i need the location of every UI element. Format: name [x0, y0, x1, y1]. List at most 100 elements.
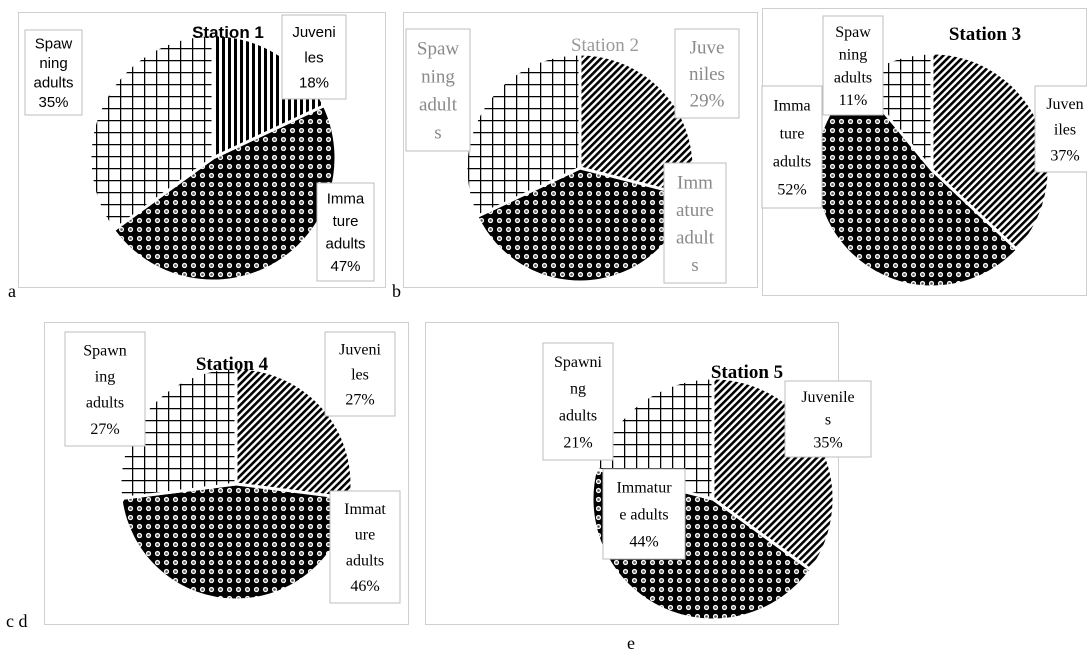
data-label-text: Immat: [344, 501, 386, 518]
data-label-immature-adults: Imma ture adults 47%: [316, 182, 375, 282]
data-label-text: Imm: [677, 172, 713, 193]
pie-chart-station-5: Station 5 Juvenile s 35% Immatur e adults 44% S…: [542, 342, 872, 622]
data-label-text: Juve: [690, 38, 725, 59]
data-label-text: 29%: [690, 91, 725, 112]
data-label-text: adults: [834, 69, 872, 86]
data-label-text: adult: [419, 95, 458, 116]
data-label-text: s: [825, 412, 831, 429]
data-label-box: [674, 28, 740, 119]
data-label-text: Spaw: [35, 35, 73, 52]
data-label-text: Juvenile: [801, 389, 854, 406]
data-label-box: [24, 29, 83, 116]
data-label-box: [316, 182, 375, 282]
data-label-text: Imma: [773, 98, 810, 115]
data-label-text: Juveni: [339, 342, 381, 359]
data-label-spawning-adults: Spaw ning adults 11%: [822, 15, 884, 116]
data-label-text: Juveni: [292, 24, 335, 41]
data-label-text: s: [434, 123, 441, 144]
data-label-text: adult: [676, 227, 715, 248]
data-label-immature-adults: Immatur e adults 44%: [602, 468, 686, 560]
panel-letter-b: b: [392, 281, 401, 301]
data-label-text: les: [304, 49, 323, 66]
data-label-immature-adults: Imm ature adult s: [663, 162, 727, 284]
data-label-text: 27%: [345, 392, 374, 409]
data-label-text: ture: [780, 126, 805, 143]
data-label-text: ng: [570, 381, 586, 398]
panel-letter-a: a: [8, 281, 16, 301]
data-label-text: Imma: [327, 190, 365, 207]
data-label-text: iles: [1054, 122, 1076, 139]
panel-letter-cd: c d: [6, 611, 28, 631]
data-label-text: 21%: [563, 434, 592, 451]
data-label-text: adults: [86, 395, 124, 412]
data-label-text: ure: [355, 527, 375, 544]
data-label-immature-adults: Immat ure adults 46%: [329, 490, 401, 604]
data-label-text: 46%: [350, 578, 379, 595]
data-label-immature-adults: Imma ture adults 52%: [761, 85, 823, 209]
data-label-juveniles: Juven iles 37%: [1034, 85, 1087, 173]
data-label-text: s: [691, 255, 698, 276]
data-label-box: [324, 331, 396, 417]
chart-title: Station 5: [711, 362, 783, 383]
data-label-juveniles: Juvenile s 35%: [784, 380, 872, 458]
pie-slice-juveniles: [234, 366, 354, 501]
data-label-juveniles: Juve niles 29%: [674, 28, 740, 119]
data-label-text: 44%: [629, 533, 658, 550]
data-label-text: ning: [421, 67, 455, 88]
data-label-spawning-adults: Spawn ing adults 27%: [64, 331, 146, 447]
data-label-text: ning: [839, 47, 867, 64]
data-label-text: 18%: [299, 74, 329, 91]
data-label-text: adults: [773, 154, 811, 171]
data-label-text: 11%: [839, 92, 868, 109]
data-label-text: Spaw: [417, 39, 460, 60]
data-label-box: [329, 490, 401, 604]
data-label-text: ture: [333, 213, 359, 230]
data-label-box: [1034, 85, 1087, 173]
data-label-box: [761, 85, 823, 209]
data-label-text: Juven: [1046, 96, 1083, 113]
chart-title: Station 3: [949, 24, 1021, 45]
data-label-text: 47%: [330, 258, 360, 275]
pie-slice-spawning-adults: [88, 33, 215, 233]
data-label-text: les: [351, 367, 369, 384]
data-label-text: Spawn: [83, 342, 127, 359]
data-label-text: niles: [689, 64, 725, 85]
data-label-box: [64, 331, 146, 447]
pie-slice-immature-adults: [111, 103, 338, 283]
data-label-spawning-adults: Spawni ng adults 21%: [542, 342, 614, 461]
data-label-text: adults: [559, 408, 597, 425]
pie-chart-station-1: Station 1 Juveni les 18% Imma ture adults 47% Sp…: [24, 14, 375, 283]
data-label-spawning-adults: Spaw ning adult s: [405, 28, 471, 152]
data-label-text: 35%: [38, 94, 68, 111]
chart-title: Station 1: [192, 23, 264, 42]
data-label-text: 35%: [813, 434, 842, 451]
data-label-box: [822, 15, 884, 116]
pie-chart-station-3: Station 3 Juven iles 37% Imma ture adults 52% Sp…: [761, 15, 1087, 289]
data-label-juveniles: Juveni les 18%: [281, 14, 347, 100]
data-label-text: Immatur: [616, 480, 672, 497]
data-label-text: Spawni: [554, 354, 603, 371]
data-label-text: 52%: [777, 182, 806, 199]
data-label-text: adults: [33, 75, 73, 92]
pie-slice-immature-adults: [119, 482, 353, 602]
data-label-text: e adults: [619, 507, 668, 524]
data-label-text: ning: [39, 55, 67, 72]
data-label-box: [602, 468, 686, 560]
pie-chart-station-2: Station 2 Juve niles 29% Imm ature adult s Spaw n…: [405, 28, 740, 284]
data-label-text: adults: [325, 236, 365, 253]
chart-title: Station 2: [571, 35, 639, 56]
data-label-box: [542, 342, 614, 461]
data-label-box: [663, 162, 727, 284]
data-label-text: Spaw: [835, 24, 871, 41]
pie-slice-spawning-adults: [118, 366, 238, 501]
data-label-box: [281, 14, 347, 100]
data-label-text: ature: [676, 200, 714, 221]
data-label-juveniles: Juveni les 27%: [324, 331, 396, 417]
chart-title: Station 4: [196, 354, 269, 375]
panel-letter-e: e: [627, 633, 635, 653]
data-label-text: ing: [95, 368, 115, 385]
data-label-spawning-adults: Spaw ning adults 35%: [24, 29, 83, 116]
pie-chart-station-4: Station 4 Juveni les 27% Immat ure adults 46% Sp…: [64, 331, 401, 604]
data-label-text: adults: [346, 552, 384, 569]
